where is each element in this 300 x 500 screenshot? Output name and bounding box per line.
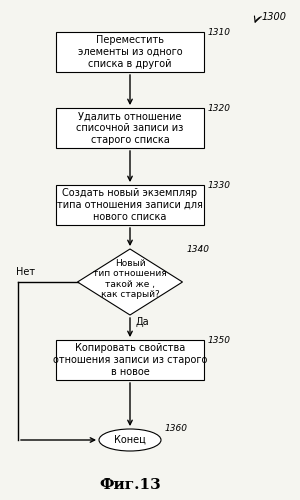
- FancyBboxPatch shape: [56, 32, 204, 72]
- Text: 1350: 1350: [208, 336, 231, 345]
- Text: 1330: 1330: [208, 181, 231, 190]
- FancyBboxPatch shape: [56, 108, 204, 148]
- Text: Да: Да: [135, 316, 148, 326]
- Text: Новый
тип отношения
такой же ,
как старый?: Новый тип отношения такой же , как стары…: [93, 259, 167, 299]
- Text: Переместить
элементы из одного
списка в другой: Переместить элементы из одного списка в …: [78, 36, 182, 68]
- Text: Конец: Конец: [114, 435, 146, 445]
- Text: Копировать свойства
отношения записи из старого
в новое: Копировать свойства отношения записи из …: [53, 344, 207, 376]
- FancyBboxPatch shape: [56, 340, 204, 380]
- Text: 1340: 1340: [187, 245, 209, 254]
- Polygon shape: [77, 249, 182, 315]
- Text: Создать новый экземпляр
типа отношения записи для
нового списка: Создать новый экземпляр типа отношения з…: [57, 188, 203, 222]
- Text: 1310: 1310: [208, 28, 231, 37]
- FancyBboxPatch shape: [56, 185, 204, 225]
- Text: Нет: Нет: [16, 267, 35, 277]
- Ellipse shape: [99, 429, 161, 451]
- Text: 1360: 1360: [165, 424, 188, 433]
- Text: Фиг.13: Фиг.13: [99, 478, 161, 492]
- Text: 1320: 1320: [208, 104, 231, 113]
- Text: 1300: 1300: [262, 12, 287, 22]
- Text: Удалить отношение
списочной записи из
старого списка: Удалить отношение списочной записи из ст…: [76, 112, 184, 144]
